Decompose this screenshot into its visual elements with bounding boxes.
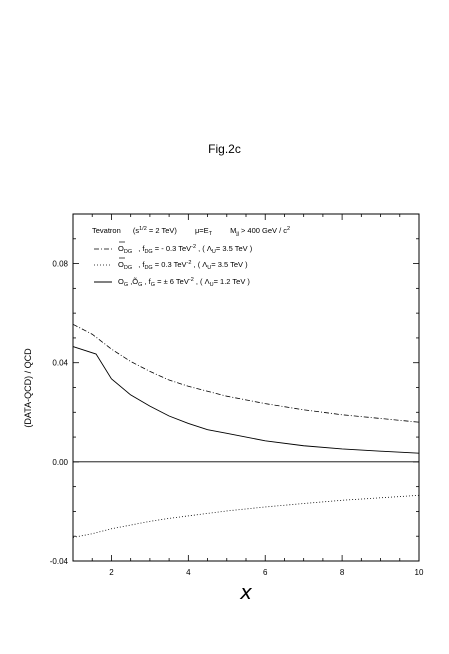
figure-label: Fig.2c (208, 142, 241, 156)
x-tick-label: 8 (340, 568, 345, 577)
y-tick-label: 0.00 (52, 458, 68, 467)
legend-label-dotted: ODG , fDG = 0.3 TeV-2 , ( ΛU= 3.5 TeV ) (118, 260, 248, 271)
y-tick-label: 0.08 (52, 260, 68, 269)
series-line-dotted (72, 494, 420, 538)
y-axis-title: (DATA-QCD) / QCD (23, 348, 33, 428)
legend-entry-dotted: ODG , fDG = 0.3 TeV-2 , ( ΛU= 3.5 TeV ) (94, 257, 248, 271)
x-tick-label: 10 (415, 568, 424, 577)
legend-label-solid: OG ,ÕG , fG = ± 6 TeV-2 , ( ΛU= 1.2 TeV … (118, 277, 250, 288)
x-tick-label: 4 (186, 568, 191, 577)
y-tick-label: -0.04 (50, 557, 69, 566)
legend-entry-solid: OG ,ÕG , fG = ± 6 TeV-2 , ( ΛU= 1.2 TeV … (94, 277, 250, 288)
series-line-dash-dot (72, 323, 420, 423)
x-tick-label: 6 (263, 568, 268, 577)
x-tick-label: 2 (109, 568, 114, 577)
series-group (72, 323, 420, 538)
tick-labels: 2 4 6 8 10 -0.04 0.00 0.04 0.08 (50, 260, 424, 577)
y-tick-label: 0.04 (52, 359, 68, 368)
x-axis-title: x (239, 580, 252, 604)
legend-entry-dash-dot: ODG , fDG = - 0.3 TeV-2 , ( ΛU= 3.5 TeV … (94, 241, 253, 255)
legend-label-dash-dot: ODG , fDG = - 0.3 TeV-2 , ( ΛU= 3.5 TeV … (118, 244, 253, 255)
legend-header: Tevatron (s1/2 = 2 TeV) μ=ET Mjj > 400 G… (92, 226, 290, 237)
series-line-solid (72, 346, 420, 454)
